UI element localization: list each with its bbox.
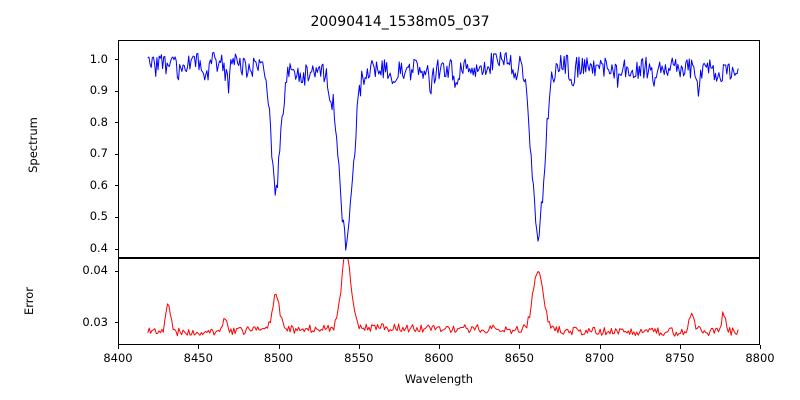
figure-title: 20090414_1538m05_037 (310, 14, 490, 30)
xtick-label-4: 8600 (424, 351, 454, 365)
spectrum-ytick-mark-6 (114, 59, 118, 60)
xtick-mark-0 (118, 345, 119, 349)
spectrum-ytick-label-3: 0.7 (89, 146, 108, 161)
error-axes (118, 258, 760, 345)
xtick-label-1: 8450 (183, 351, 213, 365)
xtick-mark-8 (760, 345, 761, 349)
error-data-line (147, 259, 739, 337)
spectrum-y-axis-label: Spectrum (26, 117, 40, 173)
xtick-mark-3 (358, 345, 360, 349)
spectrum-ytick-mark-4 (114, 122, 118, 124)
x-axis-label: Wavelength (404, 372, 474, 386)
error-ytick-label-1: 0.04 (82, 263, 108, 278)
xtick-mark-7 (679, 345, 681, 349)
spectrum-data-line (147, 51, 739, 251)
xtick-mark-1 (198, 345, 200, 349)
xtick-mark-6 (599, 345, 601, 349)
error-ytick-label-0: 0.03 (82, 314, 108, 329)
xtick-mark-5 (519, 345, 521, 349)
spectrum-ytick-label-1: 0.5 (89, 209, 108, 224)
error-ytick-mark-0 (114, 322, 118, 323)
xtick-label-6: 8700 (584, 351, 615, 365)
xtick-label-8: 8800 (745, 351, 775, 365)
error-plot-svg (147, 259, 739, 337)
error-ytick-mark-1 (114, 270, 118, 272)
spectrum-ytick-label-4: 0.8 (89, 114, 108, 129)
spectrum-ytick-label-6: 1.0 (89, 51, 108, 66)
spectrum-ytick-mark-3 (114, 153, 118, 155)
spectrum-axes (118, 40, 760, 258)
spectrum-ytick-mark-1 (114, 216, 118, 218)
xtick-label-3: 8550 (344, 351, 374, 365)
spectrum-plot-svg (147, 51, 739, 251)
xtick-label-2: 8500 (263, 351, 294, 365)
spectrum-ytick-label-5: 0.9 (89, 83, 108, 98)
xtick-label-0: 8400 (103, 351, 133, 365)
spectrum-ytick-label-2: 0.6 (89, 177, 108, 192)
error-y-axis-label: Error (22, 286, 36, 316)
xtick-label-7: 8750 (665, 351, 695, 365)
xtick-mark-4 (439, 345, 440, 349)
spectrum-ytick-mark-2 (114, 185, 118, 187)
xtick-mark-2 (278, 345, 280, 349)
spectrum-ytick-label-0: 0.4 (89, 241, 108, 255)
spectrum-ytick-mark-0 (114, 248, 118, 250)
spectrum-ytick-mark-5 (114, 90, 118, 92)
xtick-label-5: 8650 (504, 351, 534, 365)
